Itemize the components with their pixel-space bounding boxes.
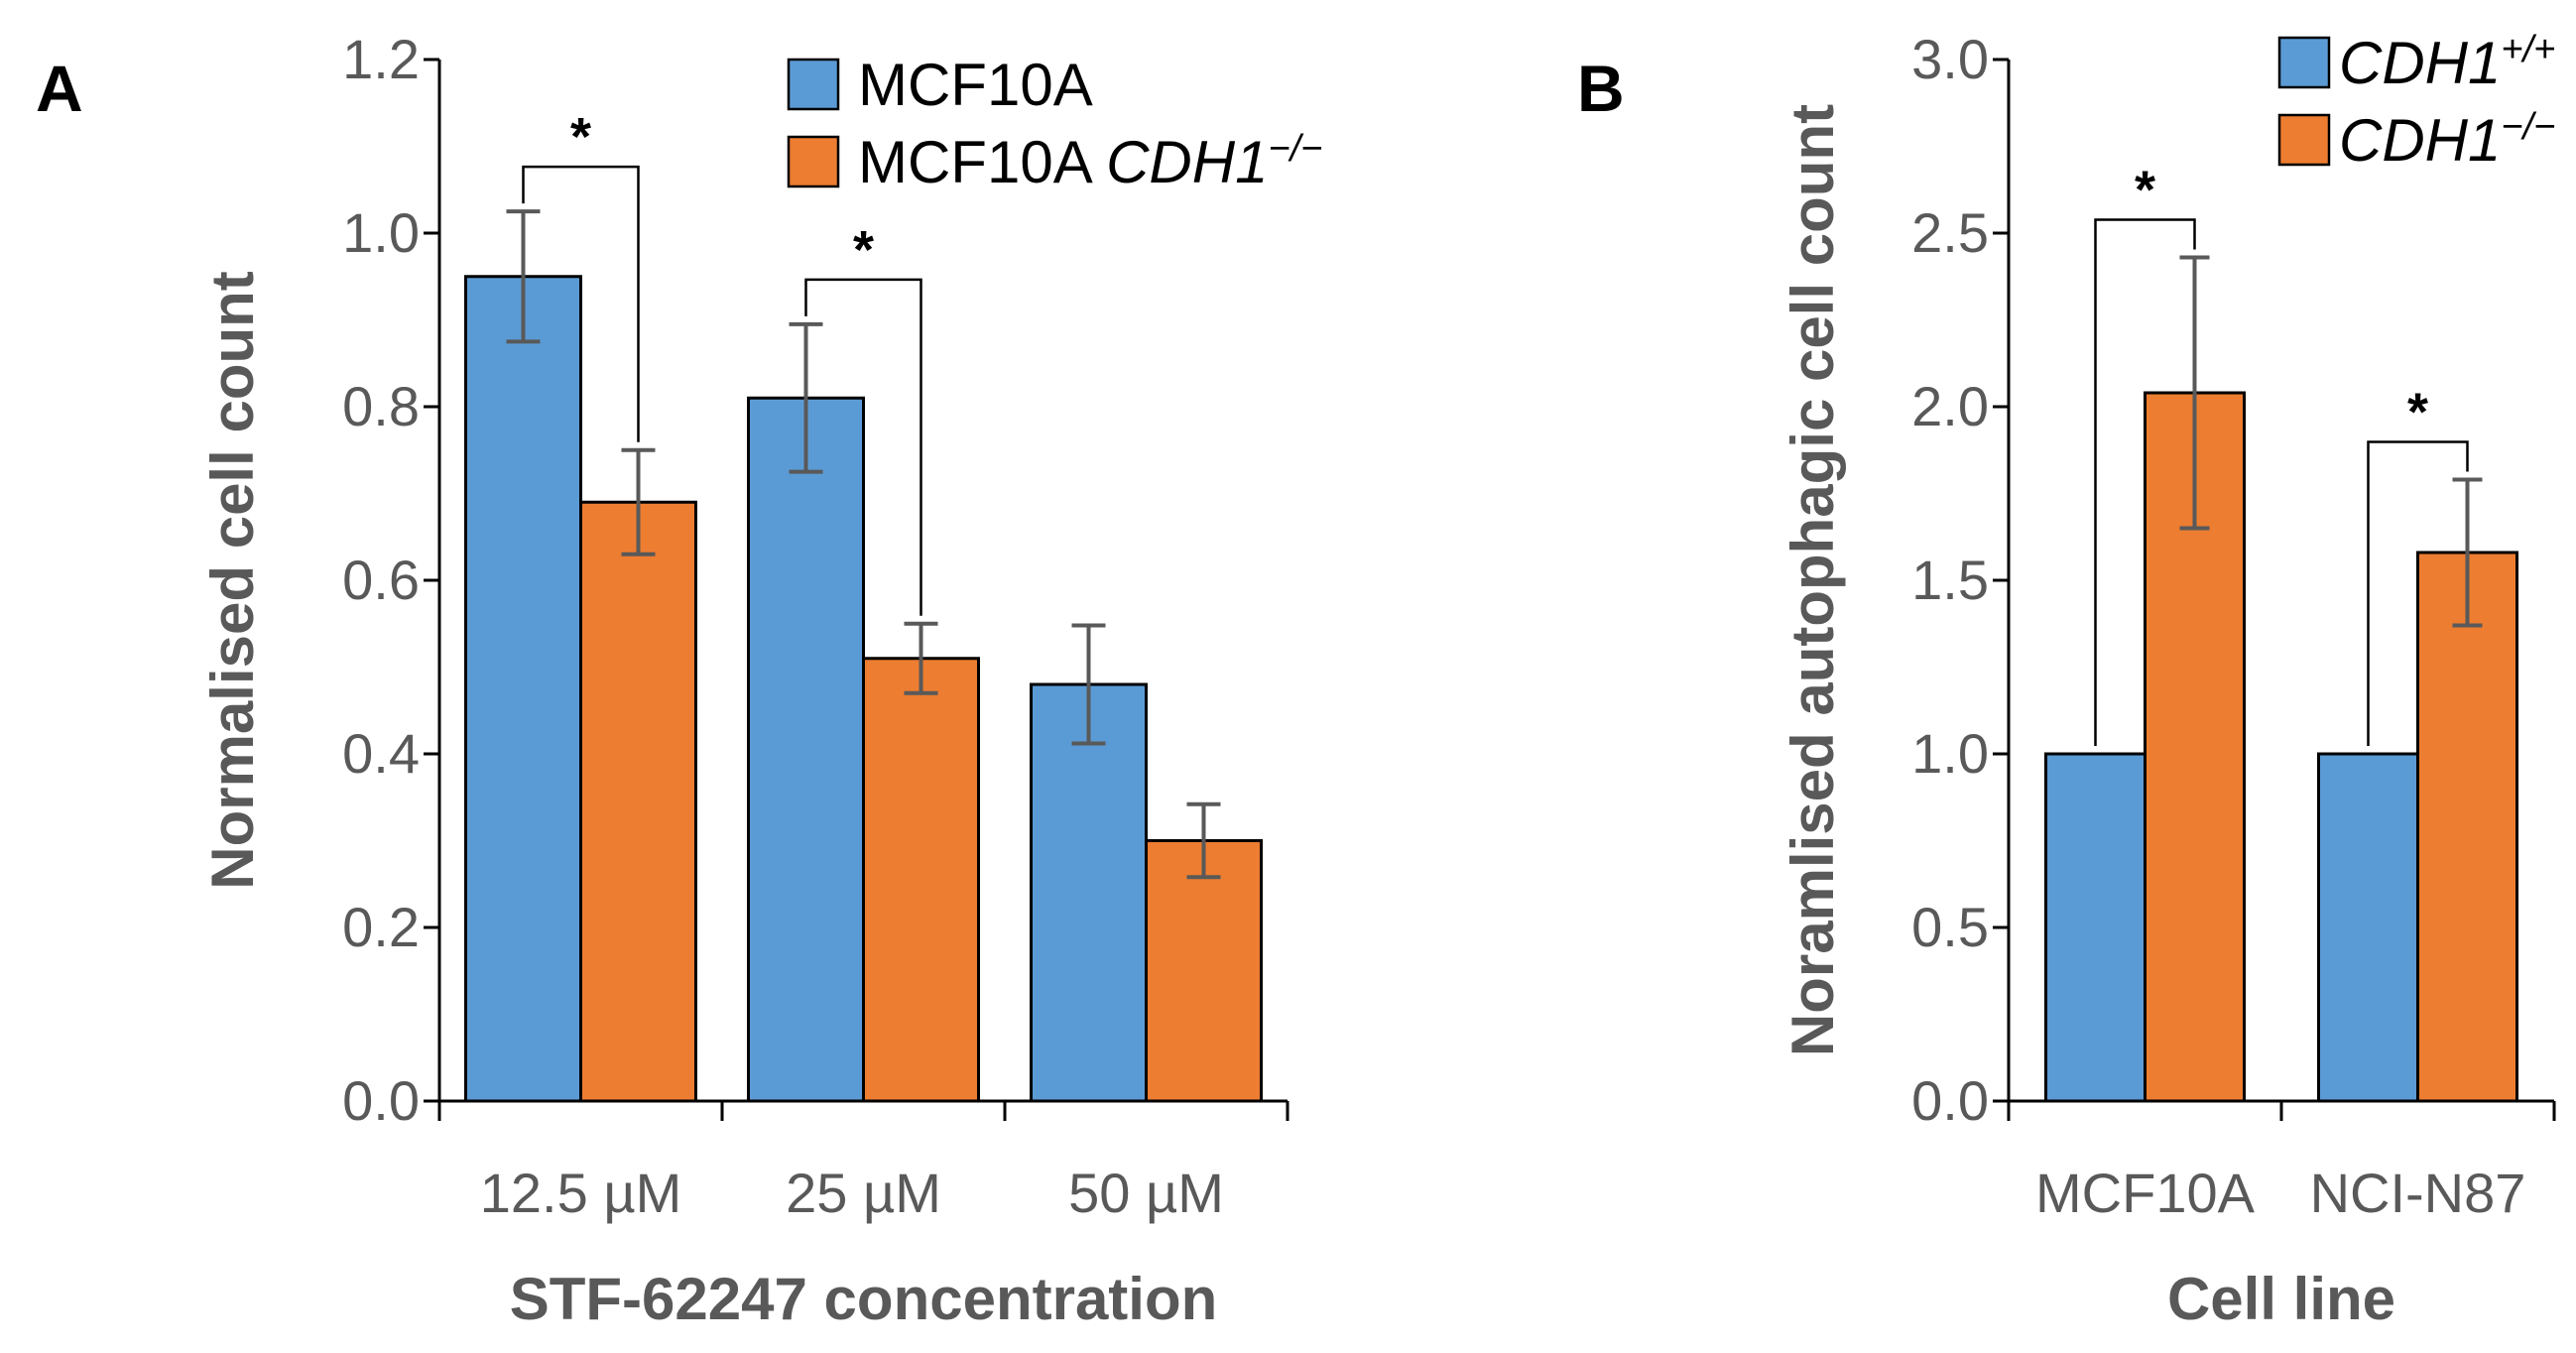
legend: CDH1+/+ CDH1−/− <box>2277 29 2555 174</box>
bar-cdh1--0 <box>2044 752 2147 1103</box>
error-bar <box>1071 623 1106 746</box>
significance-bracket <box>2367 440 2469 746</box>
y-tick-label: 0.8 <box>342 375 420 437</box>
panel-label: A <box>36 52 83 125</box>
significance-bracket <box>804 278 922 616</box>
y-tick-label: 3.0 <box>1911 28 1989 90</box>
y-tick-label: 0.5 <box>1911 896 1989 958</box>
bar-cdh1--1 <box>2317 752 2419 1103</box>
y-tick-label: 0.0 <box>1911 1069 1989 1132</box>
y-tick-label: 1.0 <box>1911 722 1989 785</box>
bar-mcf10a-cdh1--2 <box>1145 839 1263 1103</box>
panel-label: B <box>1577 52 1625 125</box>
legend: MCF10A MCF10A CDH1−/− <box>787 52 1322 195</box>
legend-entry: MCF10A <box>858 52 1093 118</box>
bar-mcf10a-2 <box>1030 682 1148 1103</box>
error-bar <box>904 621 938 695</box>
y-tick-label: 1.2 <box>342 28 420 90</box>
x-tick-label: MCF10A <box>2035 1162 2256 1224</box>
bar-mcf10a-0 <box>464 275 582 1103</box>
significance-star: * <box>853 220 874 280</box>
x-axis-title: Cell line <box>2167 1266 2395 1332</box>
y-tick-label: 2.0 <box>1911 375 1989 437</box>
significance-star: * <box>2135 161 2155 220</box>
legend-entry: CDH1+/+ <box>2339 29 2555 96</box>
error-bar <box>506 209 541 344</box>
legend-swatch <box>787 58 840 111</box>
significance-bracket <box>2094 218 2196 746</box>
y-tick-label: 1.0 <box>342 201 420 264</box>
x-axis-title: STF-62247 concentration <box>510 1266 1218 1332</box>
error-bar <box>2452 477 2483 628</box>
y-axis-title: Noramlised autophagic cell count <box>1779 104 1846 1056</box>
significance-bracket <box>522 165 640 442</box>
legend-swatch <box>2277 113 2331 167</box>
legend-entry: MCF10A CDH1−/− <box>858 128 1322 195</box>
legend-swatch <box>787 135 840 188</box>
y-axis-title: Normalised cell count <box>199 271 266 890</box>
bar-mcf10a-1 <box>747 396 865 1103</box>
x-tick-label: 50 µM <box>1068 1162 1224 1224</box>
bar-mcf10a-cdh1--0 <box>579 500 697 1103</box>
bar-cdh1--1 <box>2416 551 2518 1103</box>
chart-panel-a: A 0.0 0.2 0.4 0.6 0.8 1.0 1.2 12.5 µM * 25 µM * 50 µ… <box>36 28 1322 1332</box>
y-tick-label: 0.0 <box>342 1069 420 1132</box>
x-tick-label: 12.5 µM <box>480 1162 681 1224</box>
x-tick-label: NCI-N87 <box>2310 1162 2526 1224</box>
bar-mcf10a-cdh1--1 <box>862 657 980 1103</box>
y-tick-label: 1.5 <box>1911 549 1989 611</box>
y-tick-label: 2.5 <box>1911 201 1989 264</box>
x-tick-label: 25 µM <box>786 1162 941 1224</box>
error-bar <box>2179 255 2210 531</box>
error-bar <box>789 321 823 474</box>
legend-entry: CDH1−/− <box>2339 106 2555 174</box>
chart-panel-b: B 0.0 0.5 1.0 1.5 2.0 2.5 3.0 MCF10A * NCI-N87 * Cel… <box>1577 28 2556 1332</box>
significance-star: * <box>570 107 591 167</box>
legend-swatch <box>2277 36 2331 89</box>
significance-star: * <box>2407 383 2428 442</box>
y-tick-label: 0.2 <box>342 896 420 958</box>
y-tick-label: 0.4 <box>342 722 420 785</box>
y-tick-label: 0.6 <box>342 549 420 611</box>
error-bar <box>1186 801 1221 880</box>
error-bar <box>621 447 656 556</box>
